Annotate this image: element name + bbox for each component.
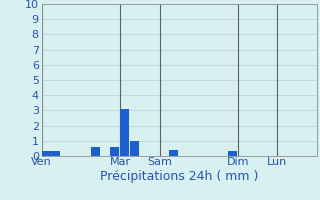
Bar (169, 150, 178, 156)
Bar (42, 151, 51, 156)
Bar (120, 109, 129, 156)
X-axis label: Précipitations 24h ( mm ): Précipitations 24h ( mm ) (100, 170, 258, 183)
Bar (130, 141, 139, 156)
Bar (110, 147, 119, 156)
Bar (228, 151, 237, 156)
Bar (52, 151, 60, 156)
Bar (91, 147, 100, 156)
